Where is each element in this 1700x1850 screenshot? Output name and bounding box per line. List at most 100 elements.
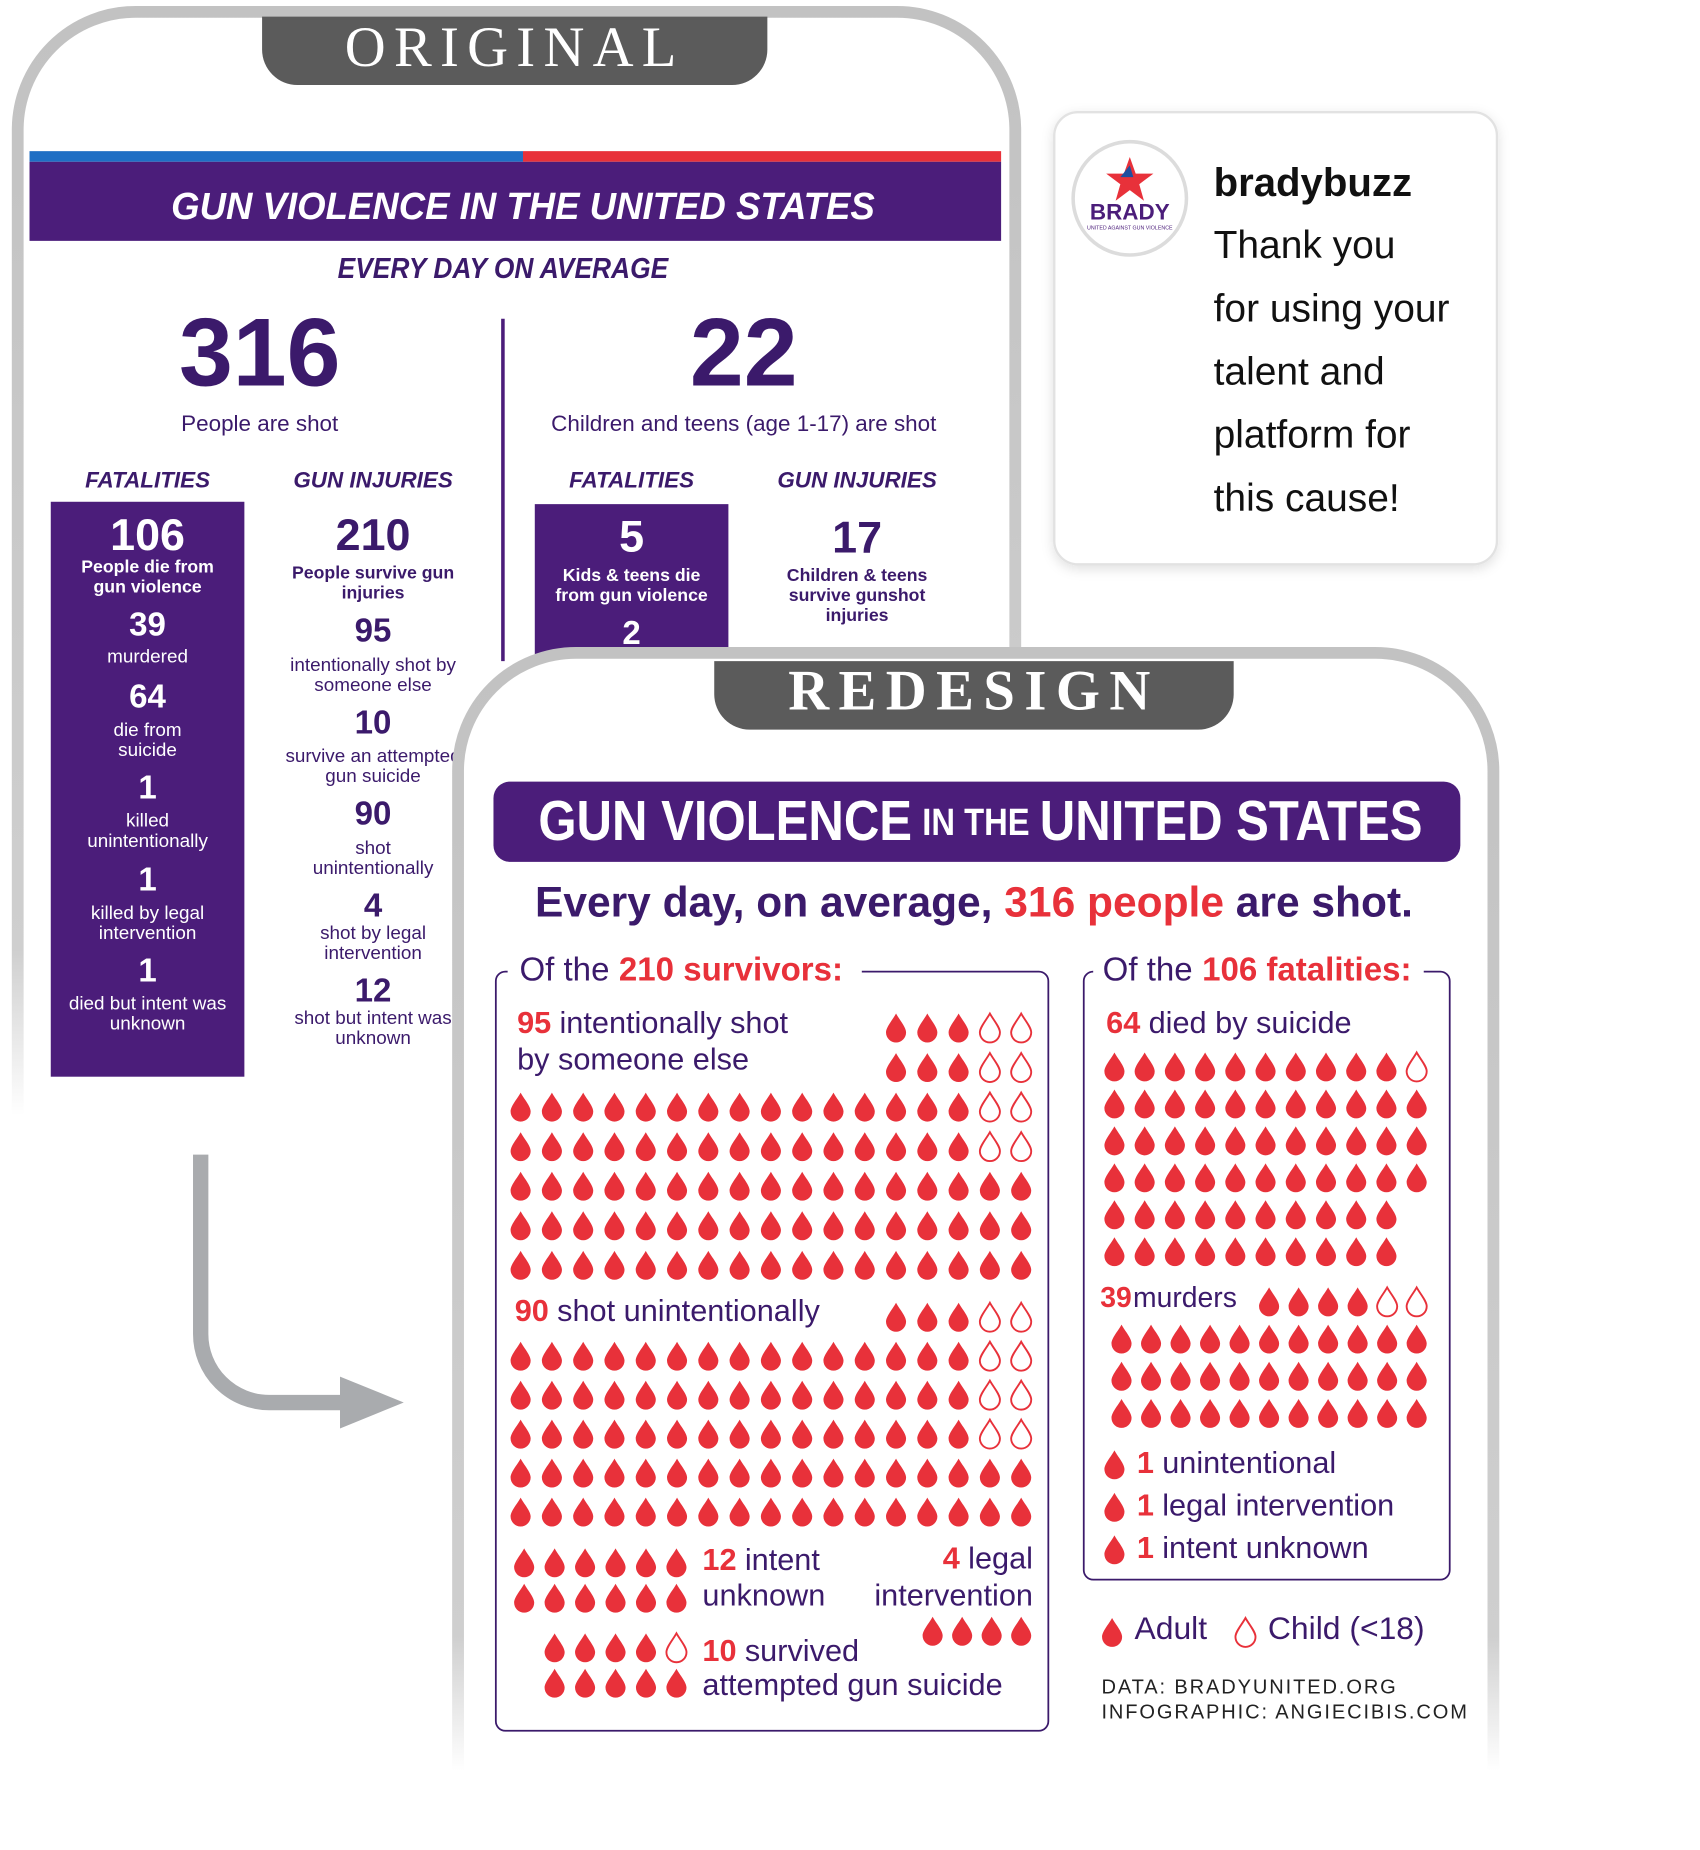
drop-adult — [573, 1458, 594, 1488]
stat-number: 90 — [355, 796, 392, 833]
drop-adult — [604, 1092, 625, 1122]
drop-adult — [1134, 1163, 1155, 1193]
drop-adult — [917, 1419, 938, 1449]
stat-number: 210 — [336, 509, 411, 560]
group-text: murders — [1133, 1282, 1237, 1314]
drop-adult — [667, 1132, 688, 1162]
caption: People are shot — [181, 411, 339, 436]
drop-adult — [1134, 1126, 1155, 1156]
headline: Every day, on average, 316 people are shot… — [535, 880, 1413, 927]
stat-number: 2 — [622, 615, 640, 652]
post-text: for using your — [1214, 287, 1450, 330]
drop-adult — [1011, 1171, 1032, 1201]
group-text: shot unintentionally — [557, 1293, 820, 1328]
avatar — [1071, 139, 1189, 257]
column-header: FATALITIES — [569, 468, 694, 493]
drop-child — [978, 1011, 1001, 1044]
drop-adult — [886, 1458, 907, 1488]
drop-adult — [917, 1092, 938, 1122]
drop-adult — [1195, 1237, 1216, 1267]
drop-adult — [544, 1633, 565, 1663]
drop-adult — [823, 1211, 844, 1241]
drop-adult — [1255, 1200, 1276, 1230]
tab-label: ORIGINAL — [345, 17, 685, 79]
drop-adult — [1346, 1163, 1367, 1193]
drop-adult — [948, 1053, 969, 1083]
drop-adult — [1346, 1052, 1367, 1082]
drop-adult — [952, 1616, 973, 1646]
drop-adult — [573, 1380, 594, 1410]
drop-adult — [729, 1092, 750, 1122]
drop-adult — [1255, 1237, 1276, 1267]
drop-adult — [729, 1458, 750, 1488]
drop-adult — [823, 1092, 844, 1122]
drop-adult — [760, 1419, 781, 1449]
credit: DATA: BRADYUNITED.ORG — [1101, 1677, 1397, 1699]
drop-adult — [573, 1211, 594, 1241]
drop-adult — [1347, 1398, 1368, 1428]
group-number: 1 — [1137, 1530, 1154, 1565]
drop-adult — [1141, 1361, 1162, 1391]
drop-adult — [917, 1211, 938, 1241]
stat-label: injuries — [826, 605, 889, 625]
stat-label: gun violence — [94, 577, 202, 597]
title-band — [29, 161, 1002, 241]
stat-label: shot by legal — [320, 923, 426, 944]
drop-adult — [541, 1341, 562, 1371]
drop-adult — [823, 1458, 844, 1488]
drop-adult — [1164, 1200, 1185, 1230]
drop-adult — [510, 1419, 531, 1449]
drop-adult — [792, 1171, 813, 1201]
drop-adult — [979, 1458, 1000, 1488]
drop-adult — [1200, 1361, 1221, 1391]
drop-adult — [854, 1132, 875, 1162]
drop-adult — [605, 1633, 626, 1663]
drop-adult — [635, 1583, 657, 1613]
drop-adult — [854, 1092, 875, 1122]
drop-child — [978, 1339, 1001, 1372]
drop-child — [978, 1300, 1001, 1333]
drop-adult — [510, 1171, 531, 1201]
group-label: 12 intent — [702, 1542, 820, 1577]
drop-adult — [1104, 1089, 1125, 1119]
headline-part: Every day, on average, — [535, 880, 993, 927]
drop-adult — [1111, 1361, 1132, 1391]
drop-adult — [1011, 1497, 1032, 1527]
group-label: 64 died by suicide — [1106, 1005, 1351, 1040]
drop-adult — [792, 1497, 813, 1527]
drop-adult — [1134, 1237, 1155, 1267]
drop-adult — [605, 1583, 626, 1613]
stat-label: suicide — [118, 740, 177, 761]
drop-adult — [979, 1250, 1000, 1280]
stat-number: 106 — [110, 509, 185, 560]
drop-child — [1010, 1417, 1033, 1450]
drop-adult — [854, 1380, 875, 1410]
drop-adult — [575, 1583, 596, 1613]
drop-adult — [575, 1668, 596, 1698]
drop-adult — [922, 1616, 943, 1646]
drop-adult — [1259, 1361, 1280, 1391]
drop-adult — [1259, 1287, 1280, 1317]
redesign-panel: REDESIGN GUN VIOLENCEIN THE UNITED STATES E… — [452, 646, 1500, 1771]
drop-adult — [1318, 1361, 1339, 1391]
drop-adult — [698, 1171, 719, 1201]
stat-number: 5 — [619, 510, 644, 561]
drop-adult — [823, 1171, 844, 1201]
headline-part: are shot. — [1236, 880, 1413, 927]
post-card: BRADYUNITED AGAINST GUN VIOLENCE bradybuz… — [1053, 111, 1499, 566]
arrow-line — [193, 1154, 349, 1411]
original-panel: ORIGINAL GUN VIOLENCE IN THE UNITED STATE… — [11, 5, 1022, 1116]
drop-adult — [886, 1419, 907, 1449]
drop-adult — [666, 1668, 687, 1698]
stat-label: unknown — [335, 1028, 411, 1049]
post-text: platform for — [1214, 414, 1411, 457]
title-part: IN THE — [922, 802, 1029, 844]
drop-adult — [792, 1458, 813, 1488]
logo-text: BRADY — [1090, 200, 1170, 225]
group-text: unknown — [702, 1577, 825, 1612]
drop-adult — [635, 1341, 656, 1371]
drop-adult — [948, 1013, 969, 1043]
group-label: 10 survived — [702, 1633, 859, 1668]
fatalities-box — [50, 501, 245, 1077]
